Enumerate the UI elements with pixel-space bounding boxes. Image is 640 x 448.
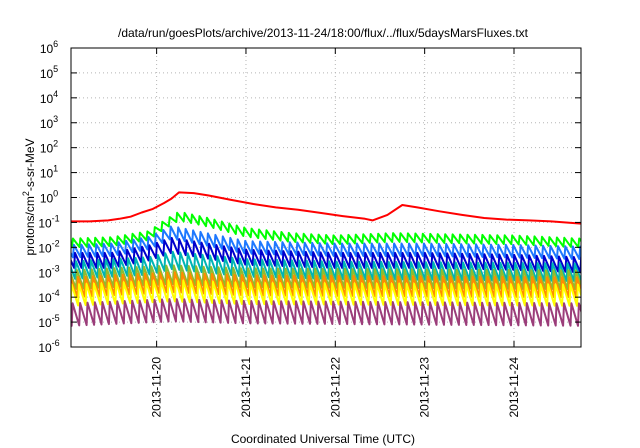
series-line (71, 279, 581, 307)
y-tick-exponent: -5 (52, 313, 60, 323)
y-tick-label: 10-2 (38, 238, 59, 255)
series-line (71, 236, 581, 274)
y-tick-label: 100 (40, 189, 58, 206)
tick-layer (71, 47, 581, 348)
y-tick-base: 10 (40, 67, 54, 81)
y-tick-label: 10-3 (38, 263, 59, 280)
y-axis-title-suffix: -s-sr-MeV (23, 138, 37, 191)
y-tick-label: 104 (40, 89, 58, 106)
chart-title: /data/run/goesPlots/archive/2013-11-24/1… (118, 26, 529, 40)
y-tick-base: 10 (38, 291, 52, 305)
y-axis-title-prefix: protons/cm (23, 196, 37, 255)
y-tick-exponent: -3 (52, 263, 60, 273)
y-tick-label: 101 (40, 164, 58, 181)
y-tick-exponent: 5 (53, 64, 58, 74)
y-tick-base: 10 (40, 42, 54, 56)
y-tick-base: 10 (38, 341, 52, 355)
y-tick-exponent: -4 (52, 288, 60, 298)
y-tick-base: 10 (38, 316, 52, 330)
y-tick-exponent: 1 (53, 164, 58, 174)
series-line (71, 191, 581, 225)
series-line (71, 211, 581, 249)
series-line (71, 298, 581, 327)
y-tick-label: 106 (40, 39, 58, 56)
y-axis-title-exponent: 2 (21, 191, 31, 196)
y-tick-label: 10-1 (38, 213, 59, 230)
x-tick-label: 2013-11-21 (239, 357, 253, 418)
series-line (71, 264, 581, 291)
y-tick-label: 105 (40, 64, 58, 81)
y-tick-exponent: -1 (52, 213, 60, 223)
y-tick-base: 10 (40, 167, 54, 181)
y-tick-label: 10-4 (38, 288, 59, 305)
y-tick-label: 10-5 (38, 313, 59, 330)
x-axis-title: Coordinated Universal Time (UTC) (231, 432, 415, 446)
y-tick-base: 10 (40, 142, 54, 156)
x-tick-labels: 2013-11-20 2013-11-21 2013-11-22 2013-11-23… (150, 357, 521, 418)
series-line (71, 271, 581, 299)
x-tick-label: 2013-11-20 (150, 357, 164, 418)
y-tick-exponent: -2 (52, 238, 60, 248)
y-tick-exponent: 3 (53, 114, 58, 124)
y-tick-base: 10 (40, 117, 54, 131)
series-layer (71, 191, 581, 327)
y-axis-title: protons/cm2-s-sr-MeV (21, 138, 37, 255)
y-tick-exponent: 2 (53, 139, 58, 149)
x-tick-label: 2013-11-24 (507, 357, 521, 418)
y-tick-exponent: 4 (53, 89, 58, 99)
y-tick-base: 10 (38, 216, 52, 230)
x-tick-label: 2013-11-22 (328, 357, 342, 418)
y-tick-base: 10 (40, 192, 54, 206)
y-tick-label: 10-6 (38, 338, 59, 355)
x-tick-label: 2013-11-23 (418, 357, 432, 418)
y-tick-base: 10 (40, 92, 54, 106)
series-line (71, 225, 581, 260)
series-line (71, 250, 581, 282)
y-tick-label: 102 (40, 139, 58, 156)
y-tick-labels: 10-610-510-410-310-210-11001011021031041… (38, 39, 59, 355)
y-tick-exponent: 0 (53, 189, 58, 199)
y-tick-label: 103 (40, 114, 58, 131)
y-tick-exponent: -6 (52, 338, 60, 348)
y-tick-base: 10 (38, 266, 52, 280)
plot-area (71, 191, 581, 327)
y-tick-base: 10 (38, 241, 52, 255)
y-tick-exponent: 6 (53, 39, 58, 49)
